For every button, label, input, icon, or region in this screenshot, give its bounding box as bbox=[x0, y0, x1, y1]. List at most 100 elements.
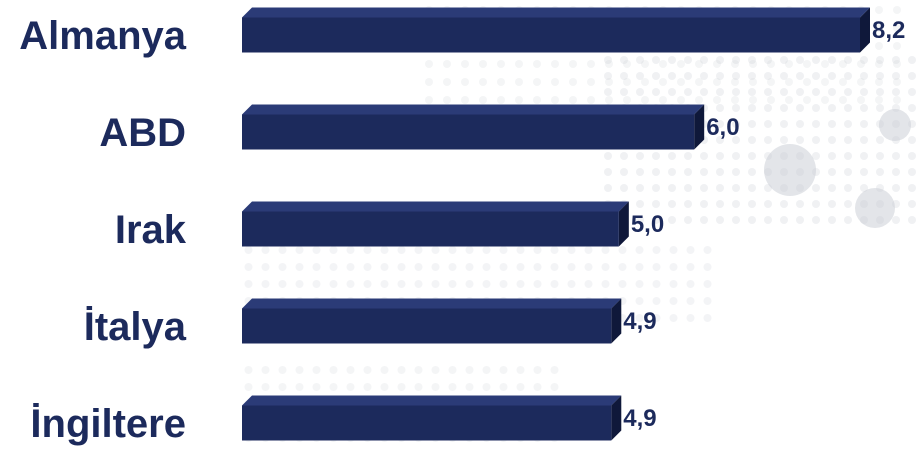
background-dot bbox=[584, 246, 593, 254]
background-dot bbox=[618, 263, 627, 271]
background-dot bbox=[461, 60, 469, 68]
background-dot bbox=[414, 280, 423, 288]
background-dot bbox=[875, 6, 883, 14]
background-dot bbox=[716, 216, 724, 224]
background-dot bbox=[713, 78, 721, 86]
background-dot bbox=[295, 366, 304, 374]
background-dot bbox=[261, 246, 270, 254]
background-dot bbox=[684, 56, 692, 64]
background-dot bbox=[796, 88, 804, 96]
category-label: Almanya bbox=[19, 14, 186, 58]
background-dot bbox=[844, 88, 852, 96]
background-dot bbox=[780, 120, 788, 128]
background-dot bbox=[732, 136, 740, 144]
background-dot bbox=[497, 96, 505, 104]
background-dot bbox=[550, 366, 559, 374]
background-dot bbox=[587, 60, 595, 68]
background-dot bbox=[363, 280, 372, 288]
background-dot bbox=[876, 72, 884, 80]
background-dot bbox=[764, 200, 772, 208]
background-dot bbox=[732, 72, 740, 80]
background-dot bbox=[684, 88, 692, 96]
background-dot bbox=[700, 168, 708, 176]
background-dot bbox=[601, 263, 610, 271]
background-dot bbox=[764, 216, 772, 224]
background-dot bbox=[620, 72, 628, 80]
background-dot bbox=[844, 120, 852, 128]
background-dot bbox=[533, 280, 542, 288]
background-dot bbox=[748, 184, 756, 192]
background-dot bbox=[380, 263, 389, 271]
background-dot bbox=[748, 216, 756, 224]
bar-front-face bbox=[242, 17, 860, 53]
background-dot bbox=[700, 56, 708, 64]
background-dot bbox=[892, 56, 900, 64]
background-dot bbox=[567, 263, 576, 271]
background-dot bbox=[620, 184, 628, 192]
background-dot bbox=[828, 152, 836, 160]
background-dot bbox=[732, 200, 740, 208]
bar-side-face bbox=[860, 7, 870, 53]
background-dot bbox=[414, 366, 423, 374]
background-dot bbox=[516, 263, 525, 271]
background-dot bbox=[636, 168, 644, 176]
category-label: ABD bbox=[99, 111, 186, 155]
background-dot bbox=[908, 56, 916, 64]
background-dot bbox=[803, 78, 811, 86]
background-dot bbox=[425, 60, 433, 68]
background-dot bbox=[749, 96, 757, 104]
background-dot bbox=[604, 152, 612, 160]
background-dot bbox=[295, 383, 304, 391]
background-dot bbox=[652, 88, 660, 96]
background-dot bbox=[635, 297, 644, 305]
background-dot bbox=[732, 88, 740, 96]
bar-side-face bbox=[611, 298, 622, 344]
background-dot bbox=[732, 152, 740, 160]
background-dot bbox=[604, 168, 612, 176]
value-labels: 8,2 6,0 5,0 4,9 4,9 bbox=[623, 17, 905, 432]
background-dot bbox=[876, 152, 884, 160]
background-dot bbox=[244, 280, 253, 288]
background-dot bbox=[448, 246, 457, 254]
background-dot bbox=[482, 366, 491, 374]
background-dot bbox=[479, 78, 487, 86]
background-dot bbox=[618, 280, 627, 288]
background-dot bbox=[703, 297, 712, 305]
background-dot bbox=[244, 383, 253, 391]
bar-top-face bbox=[242, 7, 870, 18]
background-dot bbox=[443, 96, 451, 104]
background-dot bbox=[812, 200, 820, 208]
background-dot bbox=[732, 104, 740, 112]
background-dot bbox=[893, 24, 901, 32]
background-dot bbox=[812, 136, 820, 144]
background-dot bbox=[713, 96, 721, 104]
background-dot bbox=[635, 263, 644, 271]
background-dot bbox=[876, 168, 884, 176]
background-dot bbox=[499, 366, 508, 374]
background-dot bbox=[892, 184, 900, 192]
bar-abd bbox=[242, 104, 705, 150]
background-dot bbox=[669, 280, 678, 288]
background-dot bbox=[748, 136, 756, 144]
background-dot bbox=[839, 78, 847, 86]
background-dot bbox=[605, 96, 613, 104]
background-dot bbox=[780, 72, 788, 80]
background-dot bbox=[686, 314, 695, 322]
background-dot bbox=[780, 200, 788, 208]
background-dot bbox=[700, 152, 708, 160]
background-dot bbox=[828, 120, 836, 128]
background-dot bbox=[844, 200, 852, 208]
background-dot bbox=[828, 200, 836, 208]
background-dot bbox=[732, 184, 740, 192]
background-dot bbox=[732, 120, 740, 128]
background-dot bbox=[748, 88, 756, 96]
background-dot bbox=[329, 366, 338, 374]
background-dot bbox=[716, 152, 724, 160]
background-dot bbox=[695, 78, 703, 86]
background-dot bbox=[636, 216, 644, 224]
background-dot bbox=[875, 78, 883, 86]
background-dot bbox=[668, 184, 676, 192]
background-dot bbox=[295, 246, 304, 254]
background-dot bbox=[652, 280, 661, 288]
